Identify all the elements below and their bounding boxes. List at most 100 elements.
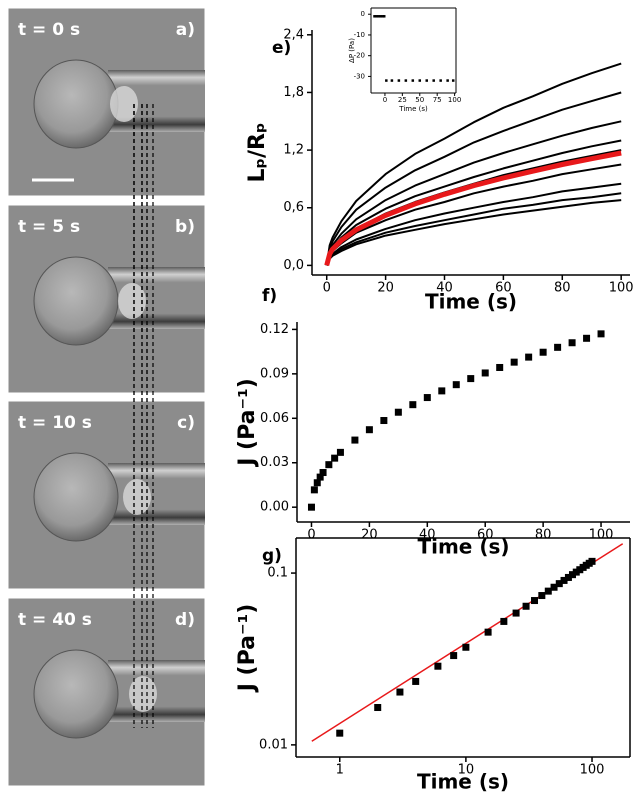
data-point [522, 602, 530, 610]
data-point [404, 79, 408, 82]
x-tick-label: 60 [495, 281, 512, 296]
data-point [484, 628, 492, 636]
y-axis-title: J (Pa⁻¹) [235, 604, 260, 694]
x-tick-label: 100 [609, 281, 634, 296]
x-tick-label: 100 [448, 96, 461, 104]
x-axis-title: Time (s) [417, 770, 509, 794]
inset-bg [341, 2, 462, 119]
data-point [325, 461, 333, 469]
data-point [409, 401, 417, 409]
x-tick-label: 0 [307, 528, 315, 543]
y-tick-label: 0,0 [283, 258, 304, 273]
series-line [325, 120, 622, 266]
cell [33, 649, 119, 739]
data-point [568, 339, 576, 347]
data-point [381, 15, 385, 18]
data-point [597, 330, 605, 338]
y-axis-title: ΔP (Pa) [348, 38, 356, 63]
data-point [390, 79, 394, 82]
y-tick-label: 0.00 [260, 500, 289, 515]
data-point [531, 597, 539, 605]
y-tick-label: 0.01 [259, 737, 288, 752]
data-point [336, 729, 344, 737]
y-tick-label: 1,2 [283, 143, 304, 158]
panel-label: d) [175, 610, 195, 630]
data-point [550, 583, 558, 591]
x-tick-label: 75 [433, 96, 442, 104]
data-point [481, 369, 489, 377]
data-point [396, 688, 404, 696]
data-point [319, 469, 327, 477]
cell [33, 59, 119, 149]
data-point [451, 79, 455, 82]
x-tick-label: 80 [554, 281, 571, 296]
series-line [325, 199, 622, 266]
data-point [467, 375, 475, 383]
y-tick-label: -30 [354, 72, 365, 80]
x-axis-title: Time (s) [398, 105, 428, 113]
data-point [425, 79, 428, 82]
panel-label: a) [176, 20, 195, 40]
y-tick-label: -20 [354, 52, 365, 60]
image-column: t = 0 s a) t = 5 s b) t = 10 s c) t = 40 s d) [7, 7, 206, 787]
y-tick-label: 0.03 [260, 455, 289, 470]
x-tick-label: 1 [336, 763, 344, 778]
panel-time: t = 0 s [18, 20, 80, 40]
data-point [496, 363, 504, 371]
data-point [423, 394, 431, 402]
y-tick-label: 0.06 [260, 411, 289, 426]
data-point [379, 15, 383, 18]
panel-label: c) [177, 413, 195, 433]
data-point [432, 79, 435, 82]
data-point [446, 79, 449, 82]
x-tick-label: 100 [580, 763, 605, 778]
data-point [568, 571, 576, 579]
data-point [377, 15, 380, 18]
y-tick-label: 0.09 [260, 366, 289, 381]
data-point [512, 609, 520, 617]
x-tick-label: 50 [415, 96, 424, 104]
series-line [324, 150, 622, 267]
x-axis-title: Time (s) [425, 290, 517, 314]
cell [33, 452, 119, 542]
data-point [397, 79, 401, 82]
x-tick-label: 0 [323, 281, 331, 296]
panel-time: t = 40 s [18, 610, 92, 630]
data-point [525, 353, 533, 361]
data-point [351, 436, 359, 444]
data-point [412, 677, 420, 685]
data-point [555, 580, 563, 588]
chart: 1 10 100 0.01 0.1 Time (s) J (Pa⁻¹) g) [235, 537, 631, 794]
chart: 0 25 50 75 100 0 -10 -20 -30 Time (s) ΔP (Pa) [341, 2, 462, 119]
data-point [331, 454, 339, 462]
y-tick-label: 0.1 [267, 566, 288, 581]
x-tick-label: 80 [535, 528, 552, 543]
x-tick-label: 100 [589, 528, 614, 543]
series-line [325, 91, 622, 266]
data-point [583, 334, 591, 342]
cell [33, 256, 119, 346]
y-axis-title: Lₚ/Rₚ [245, 122, 270, 182]
cell-tongue [110, 86, 138, 122]
data-point [588, 557, 596, 565]
cell-tongue [129, 676, 157, 712]
data-point [544, 587, 552, 595]
image-panel: t = 40 s d) [7, 104, 206, 787]
data-point [336, 448, 344, 456]
image-panel: t = 10 s c) [7, 104, 206, 590]
data-point [560, 576, 568, 584]
data-point [374, 704, 382, 712]
data-point [316, 473, 324, 481]
data-point [385, 79, 388, 82]
x-tick-label: 10 [458, 763, 475, 778]
panel-time: t = 10 s [18, 413, 92, 433]
data-point [510, 358, 518, 366]
cell-tongue [123, 479, 151, 515]
cell-tongue [118, 283, 146, 319]
data-point [462, 643, 470, 651]
image-panel: t = 0 s a) [7, 7, 206, 197]
data-point [394, 408, 402, 416]
